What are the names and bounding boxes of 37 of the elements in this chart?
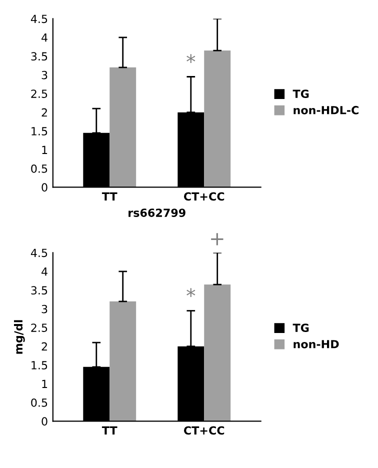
x-tick-label: CT+CC [184,426,224,435]
y-tick-label: 4 [42,268,48,276]
text: + [211,233,224,246]
y-axis-title: mg/dl [14,320,25,354]
y-tick-label: 1.5 [32,361,48,370]
x-tick-label: TT [102,426,118,435]
annotation: * [186,288,196,297]
y-tick-label: 4 [42,34,48,42]
legend-label: non-HD [294,340,339,348]
y-tick-label: 0.5 [31,164,48,173]
y-tick-label: 3.5 [31,286,48,295]
bar [204,284,231,422]
y-tick-label: 4.5 [30,14,48,24]
y-tick-label: 3 [42,70,48,80]
y-tick-label: 0.5 [31,398,48,407]
y-tick-label: 1 [42,380,48,388]
y-tick-label: 3.5 [31,52,48,61]
y-tick-label: 2 [42,108,47,117]
legend-label: TG [292,324,309,332]
y-tick-label: 3 [42,304,48,314]
bar [110,301,136,422]
y-tick-label: 4.5 [30,248,48,258]
y-tick-label: 2.5 [31,324,48,332]
annotation: * [186,54,196,63]
x-tick-label: TT [102,192,118,201]
y-tick-label: 0 [42,417,48,426]
bar [110,67,136,188]
x-tick-label: CT+CC [184,192,224,201]
legend-label: TG [292,90,309,98]
y-tick-label: 1 [42,146,48,154]
bar [204,50,231,188]
y-tick-label: 2.5 [31,90,48,98]
y-tick-label: 0 [42,183,48,192]
y-tick-label: 2 [42,342,47,351]
legend-label: non-HDL-C [294,106,358,114]
y-tick-label: 1.5 [32,127,48,136]
x-axis-title: rs662799 [128,208,186,217]
